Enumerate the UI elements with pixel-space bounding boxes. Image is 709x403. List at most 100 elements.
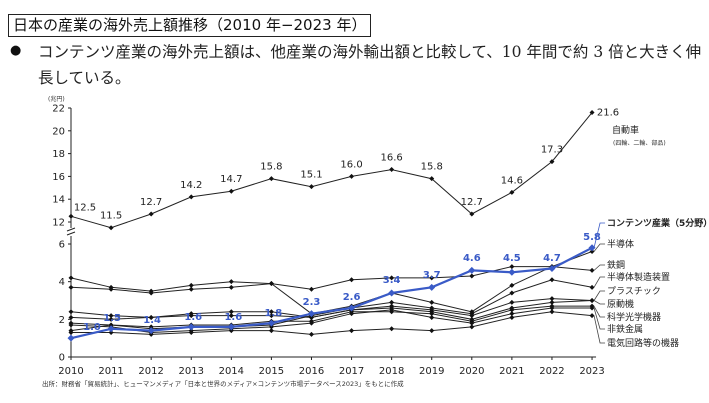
slide-title: 日本の産業の海外売上額推移（2010 年−2023 年）: [8, 14, 372, 37]
x-tick-label: 2014: [219, 366, 244, 377]
data-label: 15.8: [260, 162, 282, 173]
data-point: [349, 277, 355, 283]
bullet-icon: ●: [10, 43, 22, 58]
y-tick-label: 12: [52, 218, 65, 229]
y-tick-label: 6: [59, 240, 65, 251]
data-point: [68, 309, 74, 315]
data-label: 14.7: [220, 174, 242, 185]
data-point: [589, 249, 595, 255]
x-tick-label: 2012: [138, 366, 163, 377]
y-tick-label: 16: [52, 172, 65, 183]
series-line-コンテンツ産業（5分野）: [70, 246, 593, 340]
data-point: [389, 326, 395, 332]
data-point: [67, 334, 75, 342]
data-point: [509, 299, 515, 305]
data-label: 14.2: [180, 180, 202, 191]
data-point: [308, 320, 314, 326]
data-label: 11.5: [100, 211, 122, 222]
data-label: 4.7: [543, 253, 561, 264]
data-point: [508, 268, 516, 276]
data-point: [188, 194, 194, 200]
y-axis-unit-label: (兆円): [48, 95, 65, 103]
data-point: [509, 314, 515, 320]
x-tick-label: 2015: [259, 366, 284, 377]
data-label: 12.5: [74, 202, 96, 213]
data-point: [268, 324, 274, 330]
data-point: [107, 325, 115, 333]
y-tick-label: 2: [59, 315, 65, 326]
data-point: [509, 264, 515, 270]
data-point: [268, 309, 274, 315]
data-point: [389, 307, 395, 313]
x-tick-label: 2017: [339, 366, 364, 377]
legend-label: 半導体製造装置: [607, 271, 670, 283]
data-point: [389, 167, 395, 173]
data-point: [68, 284, 74, 290]
data-point: [108, 313, 114, 319]
data-point: [268, 281, 274, 287]
series-lines: [67, 110, 596, 342]
data-point: [509, 307, 515, 313]
legend-leader-line: [593, 300, 606, 305]
data-label: 3.4: [383, 275, 401, 286]
data-point: [429, 299, 435, 305]
data-point: [228, 328, 234, 334]
data-label: 12.7: [140, 197, 162, 208]
data-label: 15.8: [421, 162, 443, 173]
data-point: [589, 305, 595, 311]
x-tick-label: 2016: [299, 366, 324, 377]
data-point: [469, 273, 475, 279]
x-tick-label: 2010: [58, 366, 83, 377]
data-label: 1.6: [224, 312, 242, 323]
series-line-原動機: [70, 300, 593, 320]
data-point: [389, 299, 395, 305]
legend-sublabel: (四輪、二輪、部品): [613, 139, 666, 147]
legend-label: 自動車: [612, 124, 639, 136]
data-point: [549, 296, 555, 302]
data-label: 4.5: [503, 253, 521, 264]
data-point: [187, 323, 195, 331]
legend-leader-line: [593, 307, 606, 330]
legend-label: 非鉄金属: [607, 323, 643, 335]
data-point: [268, 313, 274, 319]
data-point: [589, 284, 595, 290]
data-point: [549, 277, 555, 283]
y-tick-label: 20: [52, 126, 65, 137]
data-label: 2.3: [303, 297, 321, 308]
data-label: 16.6: [381, 153, 403, 164]
data-label: 3.7: [423, 270, 441, 281]
data-point: [108, 286, 114, 292]
data-point: [549, 309, 555, 315]
x-tick-label: 2018: [379, 366, 404, 377]
data-point: [509, 311, 515, 317]
data-point: [549, 159, 555, 165]
data-label: 15.1: [300, 170, 322, 181]
data-point: [68, 275, 74, 281]
legend-label: 科学光学機器: [607, 311, 661, 323]
data-point: [228, 309, 234, 315]
data-point: [429, 176, 435, 182]
data-point: [349, 311, 355, 317]
data-point: [68, 314, 74, 320]
data-point: [589, 110, 595, 116]
data-label: 12.7: [461, 197, 483, 208]
x-tick-label: 2022: [539, 366, 564, 377]
data-label: 1.6: [184, 312, 202, 323]
data-point: [589, 313, 595, 319]
data-point: [349, 328, 355, 334]
legend: 自動車 (四輪、二輪、部品) コンテンツ産業（5分野） 半導体鉄鋼半導体製造装置プラス…: [593, 124, 709, 349]
y-tick-label: 22: [52, 104, 65, 115]
data-label: 5.8: [583, 232, 601, 243]
data-label: 1.0: [83, 322, 101, 333]
data-point: [227, 323, 235, 331]
data-point: [588, 244, 596, 252]
y-tick-label: 0: [59, 353, 65, 364]
x-tick-label: 2020: [459, 366, 484, 377]
data-point: [188, 313, 194, 319]
legend-leader-line: [593, 315, 606, 344]
series-line-半導体: [70, 251, 593, 292]
y-tick-label: 14: [52, 195, 65, 206]
legend-leader-line: [593, 222, 606, 248]
data-point: [188, 330, 194, 336]
